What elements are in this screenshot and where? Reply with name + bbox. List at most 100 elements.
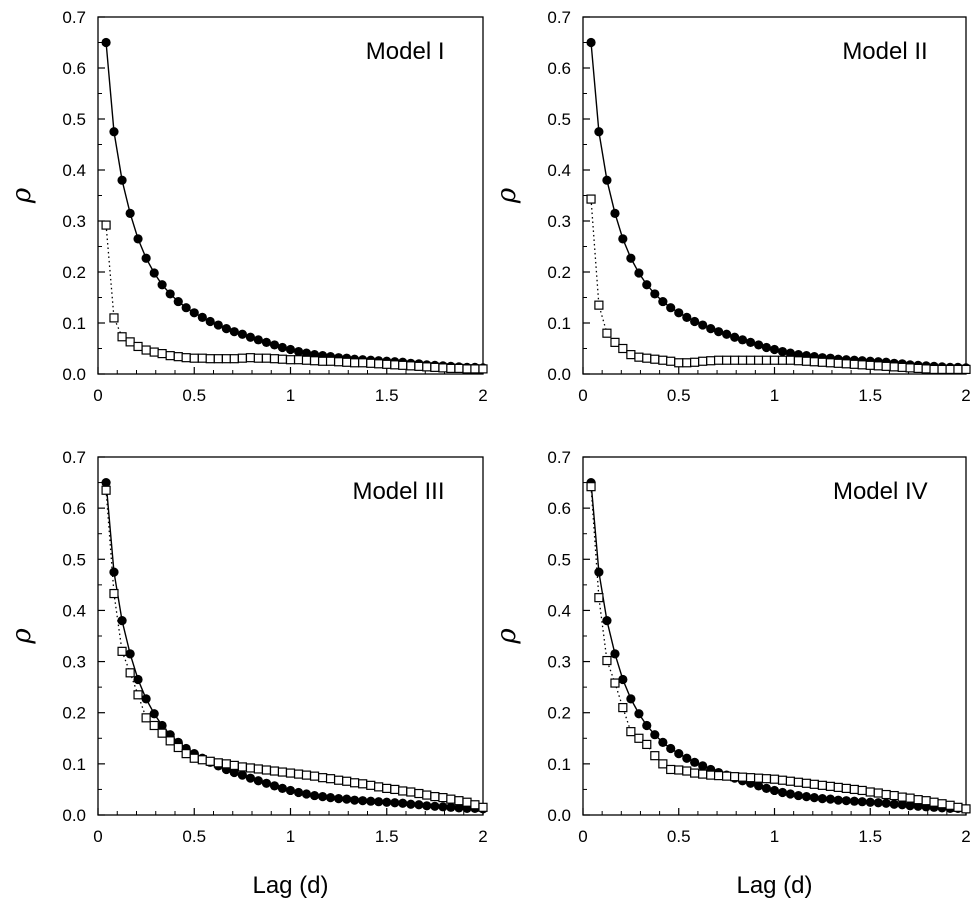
- data-point-square: [594, 300, 604, 310]
- data-point-square: [698, 769, 708, 779]
- y-tick-label: 0.2: [547, 263, 571, 282]
- data-point-circle: [293, 346, 304, 357]
- data-point-circle: [285, 785, 296, 796]
- data-point-square: [626, 350, 636, 360]
- y-tick-label: 0.6: [62, 499, 86, 518]
- x-tick-label: 2: [961, 386, 970, 405]
- data-point-square: [706, 356, 716, 366]
- data-point-circle: [626, 253, 636, 263]
- data-point-circle: [318, 791, 328, 802]
- data-point-square: [666, 356, 676, 366]
- data-point-square: [801, 778, 812, 788]
- data-point-square: [873, 788, 883, 798]
- data-point-circle: [761, 342, 772, 353]
- data-point-square: [785, 776, 795, 786]
- data-point-square: [905, 793, 915, 803]
- data-point-square: [245, 353, 256, 363]
- data-point-square: [165, 736, 175, 746]
- data-point-square: [618, 702, 628, 713]
- data-point-square: [261, 353, 272, 363]
- data-point-square: [809, 357, 819, 367]
- data-point-circle: [422, 801, 432, 811]
- data-point-square: [189, 753, 199, 763]
- data-point-circle: [618, 674, 628, 685]
- data-point-square: [889, 790, 899, 801]
- data-point-square: [666, 764, 676, 775]
- data-point-circle: [125, 208, 135, 218]
- data-point-circle: [165, 289, 175, 299]
- data-point-square: [722, 771, 732, 781]
- data-point-square: [945, 800, 955, 810]
- data-point-square: [157, 349, 167, 359]
- data-point-circle: [674, 308, 684, 318]
- x-tick-label: 0: [93, 827, 102, 846]
- data-point-circle: [205, 316, 215, 327]
- data-point-square: [293, 769, 304, 779]
- data-point-square: [245, 763, 256, 773]
- data-point-square: [446, 794, 456, 804]
- series-open-square: [101, 220, 488, 374]
- data-point-circle: [374, 797, 384, 807]
- y-tick-label: 0.7: [547, 8, 571, 27]
- data-point-square: [406, 787, 416, 797]
- data-point-square: [634, 733, 644, 743]
- data-point-square: [594, 593, 604, 603]
- y-tick-label: 0.6: [62, 59, 86, 78]
- x-tick-label: 0: [93, 386, 102, 405]
- x-tick-label: 0.5: [182, 827, 206, 846]
- data-point-circle: [658, 296, 668, 307]
- y-tick-label: 0.3: [62, 212, 86, 231]
- data-point-square: [430, 791, 440, 802]
- data-point-square: [422, 790, 432, 800]
- data-point-square: [801, 356, 812, 366]
- y-tick-label: 0.7: [62, 448, 86, 467]
- data-point-circle: [390, 798, 400, 808]
- data-point-circle: [285, 344, 296, 355]
- data-point-square: [165, 351, 175, 361]
- data-point-circle: [897, 800, 907, 810]
- data-point-circle: [197, 312, 207, 322]
- data-point-square: [285, 355, 296, 365]
- data-point-circle: [334, 794, 344, 804]
- data-point-circle: [777, 787, 788, 798]
- data-point-square: [261, 765, 272, 775]
- data-point-circle: [650, 730, 660, 740]
- data-point-circle: [253, 776, 263, 786]
- data-point-circle: [261, 337, 272, 347]
- data-point-circle: [865, 797, 875, 807]
- data-point-circle: [642, 280, 652, 290]
- data-point-circle: [149, 709, 159, 719]
- data-point-circle: [809, 793, 819, 803]
- data-point-square: [658, 759, 668, 769]
- y-tick-label: 0.3: [547, 653, 571, 672]
- data-point-square: [937, 799, 947, 809]
- data-point-circle: [141, 694, 151, 704]
- data-point-circle: [277, 783, 288, 794]
- data-point-circle: [889, 799, 899, 809]
- data-point-circle: [414, 800, 424, 810]
- data-point-circle: [398, 798, 408, 808]
- x-tick-label: 1.5: [375, 827, 399, 846]
- data-point-square: [777, 775, 788, 785]
- data-point-circle: [730, 332, 740, 342]
- data-point-square: [737, 772, 748, 782]
- data-point-circle: [737, 335, 748, 345]
- data-point-square: [817, 780, 827, 790]
- data-point-circle: [817, 794, 827, 804]
- data-point-square: [889, 362, 899, 372]
- data-point-square: [181, 353, 191, 363]
- data-point-circle: [706, 324, 716, 334]
- data-point-square: [253, 764, 263, 774]
- data-point-circle: [698, 761, 708, 771]
- data-point-square: [173, 742, 183, 753]
- data-point-square: [817, 357, 827, 367]
- data-point-square: [318, 356, 328, 366]
- data-point-circle: [109, 567, 119, 577]
- data-point-circle: [754, 340, 764, 350]
- data-point-circle: [634, 268, 644, 278]
- data-point-square: [213, 758, 223, 768]
- data-point-circle: [430, 801, 440, 811]
- chart-panel-4: 0.0 0.1 0.2 0.3 0.4 0.5 0.6 0.7 0 0.5 1 1.5 2 ρ Lag (d…: [492, 448, 971, 899]
- data-point-square: [157, 728, 167, 738]
- x-tick-label: 1.5: [858, 827, 882, 846]
